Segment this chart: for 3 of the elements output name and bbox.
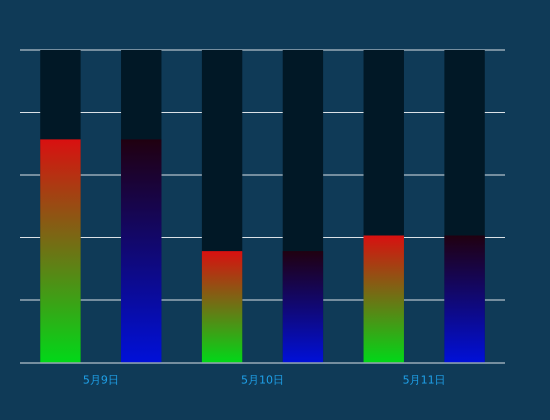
x-tick-label: 5月11日 <box>402 373 446 386</box>
x-tick-label: 5月10日 <box>241 373 284 386</box>
x-tick-label: 5月9日 <box>82 373 119 386</box>
